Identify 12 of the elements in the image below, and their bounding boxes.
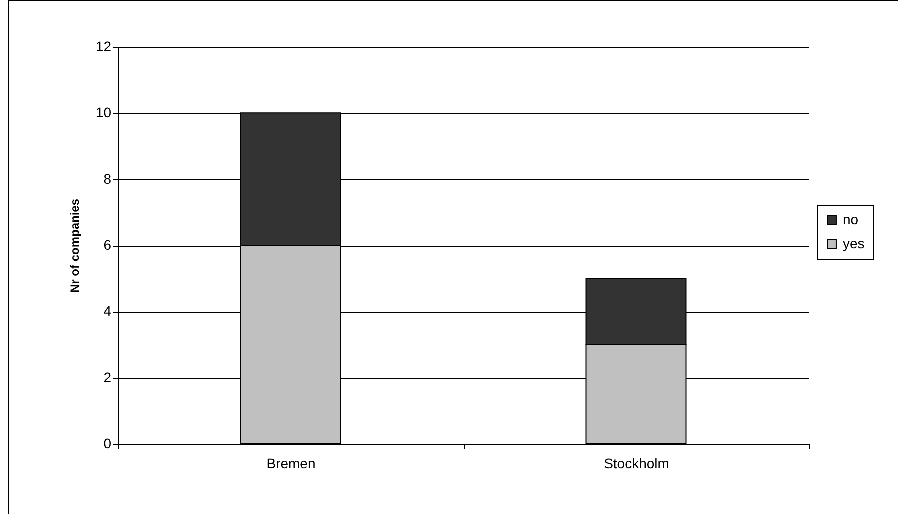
y-tick-label: 8	[104, 170, 112, 187]
y-tick-label: 0	[104, 436, 112, 452]
y-tick-label: 6	[104, 237, 112, 253]
y-tick-label: 4	[104, 303, 112, 320]
x-tick-label: Stockholm	[604, 456, 670, 472]
y-axis-title: Nr of companies	[68, 198, 82, 294]
legend-label: no	[843, 212, 859, 228]
y-tick-label: 10	[96, 104, 112, 121]
x-tick-label: Bremen	[266, 456, 316, 472]
legend-label: yes	[843, 236, 865, 252]
y-tick-label: 12	[96, 38, 112, 54]
y-tick-label: 2	[104, 369, 112, 386]
